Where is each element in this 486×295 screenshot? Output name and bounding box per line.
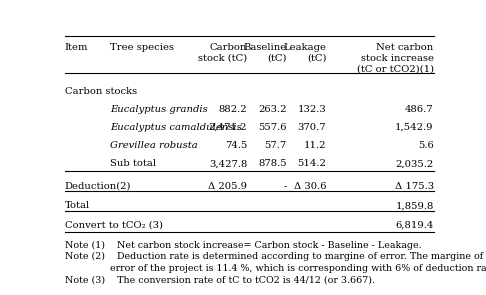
Text: 11.2: 11.2 — [304, 141, 326, 150]
Text: Leakage
(tC): Leakage (tC) — [283, 43, 326, 63]
Text: 486.7: 486.7 — [405, 105, 434, 114]
Text: 370.7: 370.7 — [297, 123, 326, 132]
Text: 878.5: 878.5 — [258, 159, 287, 168]
Text: 2,035.2: 2,035.2 — [396, 159, 434, 168]
Text: 514.2: 514.2 — [297, 159, 326, 168]
Text: 5.6: 5.6 — [418, 141, 434, 150]
Text: 6,819.4: 6,819.4 — [395, 221, 434, 230]
Text: 1,542.9: 1,542.9 — [395, 123, 434, 132]
Text: error of the project is 11.4 %, which is corresponding with 6% of deduction rate: error of the project is 11.4 %, which is… — [65, 264, 486, 273]
Text: 1,859.8: 1,859.8 — [395, 201, 434, 210]
Text: Eucalyptus grandis: Eucalyptus grandis — [110, 105, 208, 114]
Text: Note (1)    Net carbon stock increase= Carbon stock - Baseline - Leakage.: Note (1) Net carbon stock increase= Carb… — [65, 241, 421, 250]
Text: Grevillea robusta: Grevillea robusta — [110, 141, 197, 150]
Text: 557.6: 557.6 — [258, 123, 287, 132]
Text: 74.5: 74.5 — [225, 141, 247, 150]
Text: Eucalyptus camaldulensis: Eucalyptus camaldulensis — [110, 123, 242, 132]
Text: Carbon stocks: Carbon stocks — [65, 86, 137, 96]
Text: Sub total: Sub total — [110, 159, 156, 168]
Text: Baseline
(tC): Baseline (tC) — [243, 43, 287, 63]
Text: Item: Item — [65, 43, 88, 52]
Text: Net carbon
stock increase
(tC or tCO2)(1): Net carbon stock increase (tC or tCO2)(1… — [357, 43, 434, 73]
Text: 2,471.2: 2,471.2 — [208, 123, 247, 132]
Text: Δ 175.3: Δ 175.3 — [395, 182, 434, 191]
Text: Δ 30.6: Δ 30.6 — [294, 182, 326, 191]
Text: Δ 205.9: Δ 205.9 — [208, 182, 247, 191]
Text: Total: Total — [65, 201, 89, 210]
Text: 3,427.8: 3,427.8 — [209, 159, 247, 168]
Text: -: - — [283, 182, 287, 191]
Text: Convert to tCO₂ (3): Convert to tCO₂ (3) — [65, 221, 162, 230]
Text: 263.2: 263.2 — [258, 105, 287, 114]
Text: Note (2)    Deduction rate is determined according to margine of error. The marg: Note (2) Deduction rate is determined ac… — [65, 252, 483, 261]
Text: Carbon
stock (tC): Carbon stock (tC) — [198, 43, 247, 63]
Text: Tree species: Tree species — [110, 43, 174, 52]
Text: 57.7: 57.7 — [264, 141, 287, 150]
Text: Deduction(2): Deduction(2) — [65, 182, 131, 191]
Text: 882.2: 882.2 — [219, 105, 247, 114]
Text: Note (3)    The conversion rate of tC to tCO2 is 44/12 (or 3.667).: Note (3) The conversion rate of tC to tC… — [65, 275, 375, 284]
Text: 132.3: 132.3 — [297, 105, 326, 114]
